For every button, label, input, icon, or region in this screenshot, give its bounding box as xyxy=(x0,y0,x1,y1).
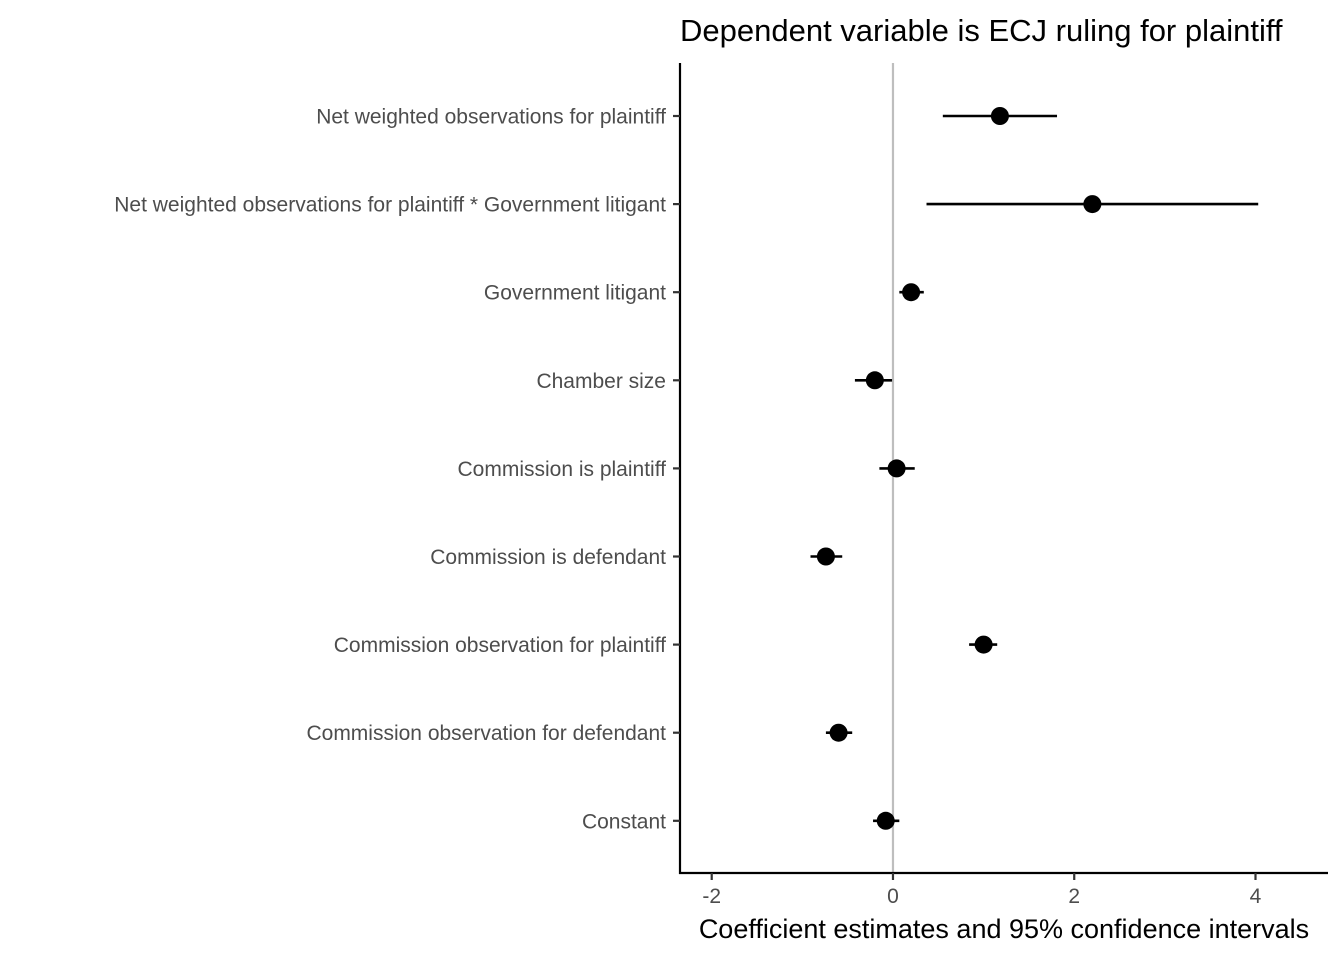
coefficient-point xyxy=(990,107,1009,125)
coefficient-point xyxy=(816,547,835,566)
x-tick-label: -2 xyxy=(702,885,721,908)
x-tick-label: 2 xyxy=(1068,885,1080,908)
coefficient-point xyxy=(887,459,906,478)
coefficient-point xyxy=(1083,195,1102,214)
y-tick-label: Commission observation for plaintiff xyxy=(334,634,666,657)
plot-area xyxy=(810,63,1259,873)
y-tick-label: Government litigant xyxy=(484,282,666,305)
y-tick-label: Commission is defendant xyxy=(430,546,666,569)
x-tick-label: 0 xyxy=(887,885,899,908)
coefficient-point xyxy=(865,371,884,390)
y-tick-label: Commission observation for defendant xyxy=(306,722,666,745)
y-tick-label: Chamber size xyxy=(536,370,666,393)
coefficient-points xyxy=(816,107,1102,830)
x-axis-title: Coefficient estimates and 95% confidence… xyxy=(699,914,1309,944)
coefficient-point xyxy=(876,811,895,830)
chart-title: Dependent variable is ECJ ruling for pla… xyxy=(680,13,1283,48)
confidence-intervals xyxy=(810,114,1259,823)
y-tick-label: Constant xyxy=(582,810,666,833)
y-tick-label: Commission is plaintiff xyxy=(457,458,666,481)
x-axis-ticks: -2 0 2 4 xyxy=(702,873,1262,908)
y-tick-label: Net weighted observations for plaintiff … xyxy=(114,194,666,217)
x-tick-label: 4 xyxy=(1250,885,1262,908)
y-axis-ticks: Net weighted observations for plaintiff N… xyxy=(114,106,680,833)
coefficient-point xyxy=(902,283,921,302)
y-tick-label: Net weighted observations for plaintiff xyxy=(316,106,666,129)
coefficient-point xyxy=(974,635,993,654)
coefficient-point xyxy=(829,723,848,742)
